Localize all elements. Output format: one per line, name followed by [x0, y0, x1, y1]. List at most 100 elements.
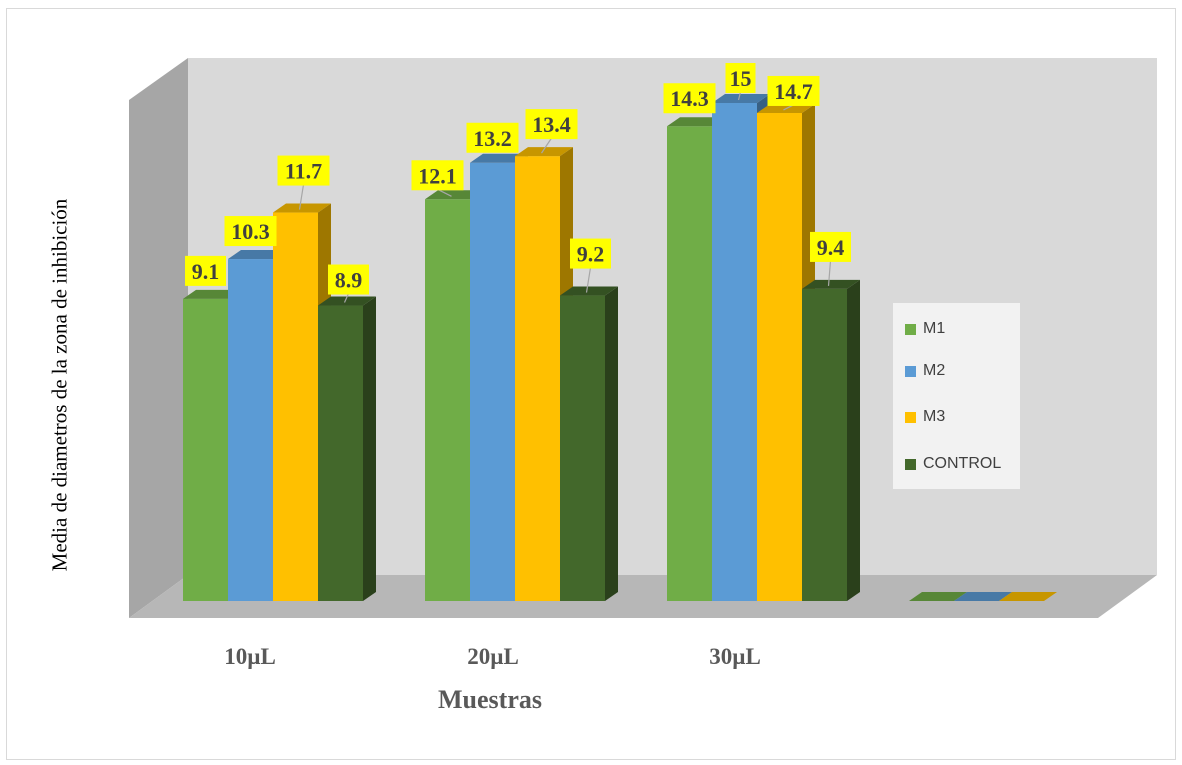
data-label-bg [810, 231, 851, 262]
data-label-text: 9.2 [577, 242, 605, 267]
legend-item-m2: M2 [905, 361, 945, 381]
bar-side [363, 296, 376, 601]
bar-front [560, 295, 605, 601]
data-labels-layer: 9.1 10.3 11.7 8.9 12.1 13.2 13.4 9.2 14.3 15 14.7 9… [185, 63, 851, 303]
data-label-text: 13.2 [473, 126, 512, 151]
data-label: 11.7 [277, 155, 330, 210]
legend-label: M2 [923, 362, 946, 379]
bar-top [667, 117, 725, 127]
leader-line [585, 267, 592, 293]
data-label: 10.3 [224, 216, 277, 247]
data-label-text: 13.4 [532, 112, 571, 137]
data-label: 13.2 [466, 122, 519, 153]
bar-top [425, 190, 483, 200]
data-label-text: 8.9 [335, 268, 363, 293]
legend-swatch [905, 458, 916, 470]
data-label: 14.3 [663, 83, 716, 114]
bar-front [757, 112, 802, 602]
bar-front [425, 199, 470, 601]
bar [954, 592, 1012, 601]
category-label: 30µL [709, 644, 761, 669]
data-label: 14.7 [767, 75, 820, 111]
data-label: 9.2 [570, 238, 611, 293]
data-label-bg [328, 264, 369, 295]
bar-side [605, 286, 618, 601]
leader-line [827, 260, 832, 286]
bar-front [273, 212, 318, 601]
side-wall [129, 58, 188, 618]
legend-swatch [905, 365, 916, 377]
bar-top [183, 289, 241, 299]
data-label-bg [663, 83, 716, 114]
bar-front [470, 162, 515, 601]
data-label-bg [466, 122, 519, 153]
legend-swatch [905, 411, 916, 423]
data-label-bg [725, 63, 756, 93]
legend-item-m1: M1 [905, 319, 945, 339]
bar-top [515, 147, 573, 157]
y-axis-title: Media de diametros de la zona de inhibic… [47, 198, 72, 572]
data-label-bg [767, 75, 820, 106]
data-label-text: 12.1 [418, 163, 457, 188]
bar-front [667, 126, 712, 602]
bar-top [909, 592, 967, 601]
legend-swatch [905, 323, 916, 335]
data-label-text: 15 [730, 66, 752, 91]
bar-front [228, 259, 273, 601]
bar-front [515, 156, 560, 601]
leader-line [343, 293, 350, 303]
legend: M1 M2 M3 CONTROL [893, 303, 1020, 489]
bar-front [802, 288, 847, 601]
data-label-text: 10.3 [231, 219, 270, 244]
bar-side [847, 279, 860, 601]
data-label-text: 14.7 [774, 79, 813, 104]
category-label: 20µL [467, 644, 519, 669]
data-label: 8.9 [328, 264, 369, 303]
bar-front [318, 305, 363, 601]
bar-top [954, 592, 1012, 601]
data-label: 9.4 [810, 231, 851, 286]
bar-top [712, 94, 770, 103]
bar-front [712, 103, 757, 601]
bar [909, 592, 967, 601]
bar-top [560, 286, 618, 296]
bar-top [228, 250, 286, 260]
bar [999, 592, 1057, 601]
data-label-bg [525, 109, 578, 140]
legend-item-m3: M3 [905, 407, 945, 427]
bar-top [318, 296, 376, 306]
x-axis-title: Muestras [438, 685, 542, 714]
bar-top [999, 592, 1057, 601]
data-label: 12.1 [411, 160, 464, 197]
legend-label: M3 [923, 408, 946, 425]
bar [802, 279, 860, 601]
leader-line [437, 188, 452, 197]
bar [560, 286, 618, 601]
bars-layer [183, 94, 1057, 602]
data-label-bg [570, 238, 611, 269]
legend-label: CONTROL [923, 455, 1002, 472]
floor [129, 575, 1157, 618]
data-label-bg [277, 155, 330, 186]
category-label: 10µL [224, 644, 276, 669]
data-label-text: 11.7 [285, 159, 322, 184]
data-label-text: 14.3 [670, 86, 709, 111]
data-label-bg [224, 216, 277, 247]
data-label-text: 9.4 [817, 235, 845, 260]
bar-top [802, 279, 860, 289]
leader-line [541, 137, 552, 154]
data-label: 9.1 [185, 255, 226, 286]
legend-item-control: CONTROL [905, 454, 1001, 474]
bar-top [273, 203, 331, 213]
data-label-text: 9.1 [192, 259, 220, 284]
legend-label: M1 [923, 320, 946, 337]
data-label: 15 [725, 63, 756, 101]
data-label: 13.4 [525, 109, 578, 154]
bar [318, 296, 376, 601]
leader-line [298, 184, 305, 210]
data-label-bg [411, 160, 464, 191]
data-label-bg [185, 255, 226, 286]
bar-front [183, 298, 228, 601]
leader-line [737, 91, 742, 101]
